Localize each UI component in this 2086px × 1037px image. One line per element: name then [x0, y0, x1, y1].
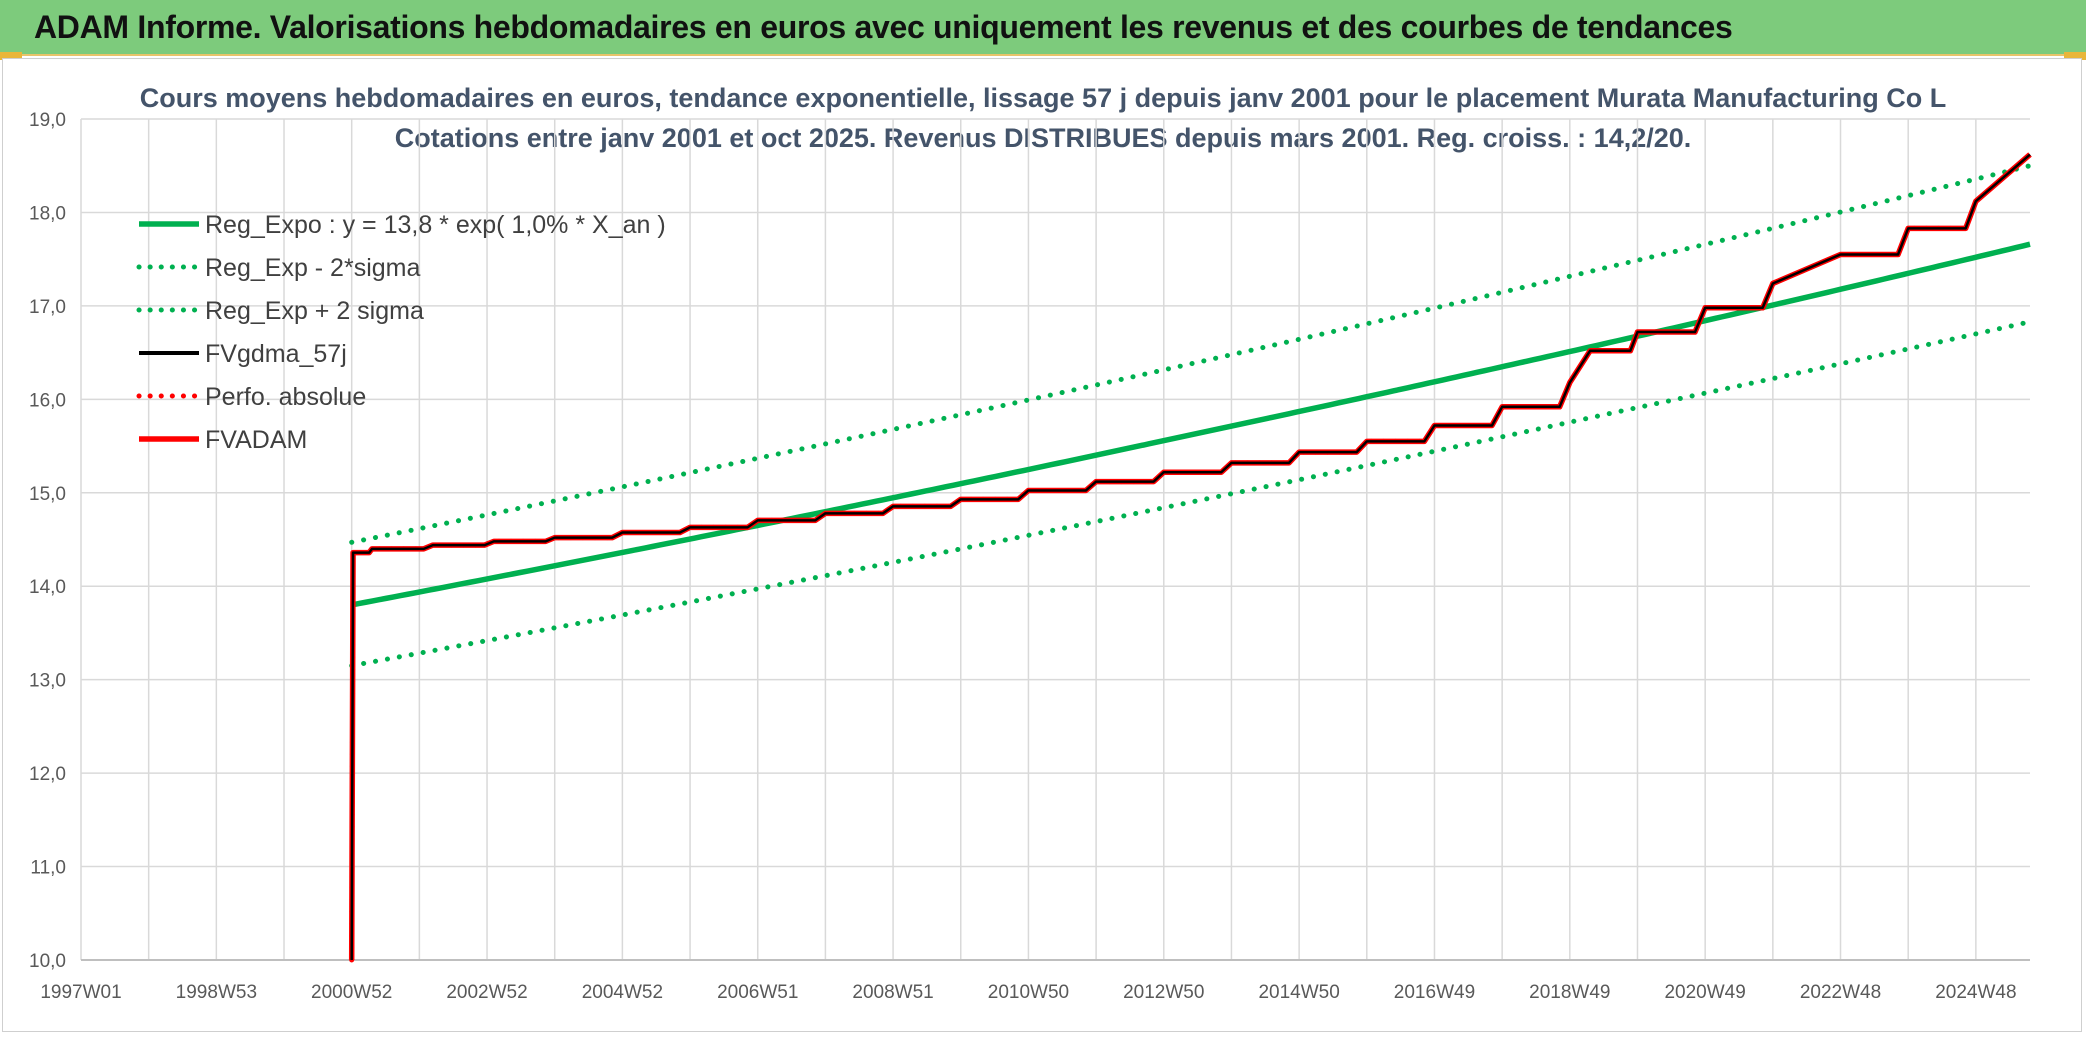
x-tick-label: 2022W48 [1800, 982, 1881, 1003]
legend-label: FVADAM [205, 426, 307, 454]
chart-title-line: Cotations entre janv 2001 et oct 2025. R… [395, 123, 1692, 153]
y-tick-label: 15,0 [29, 484, 66, 505]
report-title: ADAM Informe. Valorisations hebdomadaire… [34, 9, 1733, 45]
y-tick-label: 13,0 [29, 671, 66, 692]
x-tick-label: 1997W01 [40, 982, 121, 1003]
y-tick-label: 12,0 [29, 764, 66, 785]
x-tick-label: 2020W49 [1664, 982, 1745, 1003]
x-tick-label: 2004W52 [582, 982, 663, 1003]
line-chart: Cours moyens hebdomadaires en euros, ten… [29, 83, 2033, 1003]
series-line [350, 153, 2031, 961]
legend-label: Reg_Exp + 2 sigma [205, 297, 424, 325]
x-tick-label: 2008W51 [852, 982, 933, 1003]
x-tick-label: 2024W48 [1935, 982, 2016, 1003]
y-tick-label: 16,0 [29, 390, 66, 411]
chart-title-line: Cours moyens hebdomadaires en euros, ten… [140, 83, 1947, 113]
corner-mark-right [2064, 52, 2086, 60]
y-tick-label: 17,0 [29, 297, 66, 318]
corner-mark-left [0, 52, 22, 60]
series-line [351, 241, 2031, 608]
legend-label: FVgdma_57j [205, 340, 347, 368]
x-tick-label: 2002W52 [446, 982, 527, 1003]
y-tick-label: 19,0 [29, 110, 66, 131]
legend-label: Reg_Exp - 2*sigma [205, 254, 420, 282]
chart-frame: Cours moyens hebdomadaires en euros, ten… [2, 58, 2082, 1032]
x-tick-label: 2006W51 [717, 982, 798, 1003]
series-line [349, 163, 2033, 545]
y-tick-label: 18,0 [29, 203, 66, 224]
x-tick-label: 2016W49 [1394, 982, 1475, 1003]
legend-label: Reg_Expo : y = 13,8 * exp( 1,0% * X_an ) [205, 211, 666, 239]
report-banner: ADAM Informe. Valorisations hebdomadaire… [0, 0, 2086, 56]
x-tick-label: 2018W49 [1529, 982, 1610, 1003]
x-tick-label: 2014W50 [1258, 982, 1339, 1003]
y-tick-label: 10,0 [29, 951, 66, 972]
y-tick-label: 14,0 [29, 577, 66, 598]
x-tick-label: 1998W53 [176, 982, 257, 1003]
series-line [349, 319, 2033, 669]
x-tick-label: 2000W52 [311, 982, 392, 1003]
x-tick-label: 2010W50 [988, 982, 1069, 1003]
legend-label: Perfo. absolue [205, 383, 366, 411]
y-tick-label: 11,0 [30, 858, 66, 879]
x-tick-label: 2012W50 [1123, 982, 1204, 1003]
